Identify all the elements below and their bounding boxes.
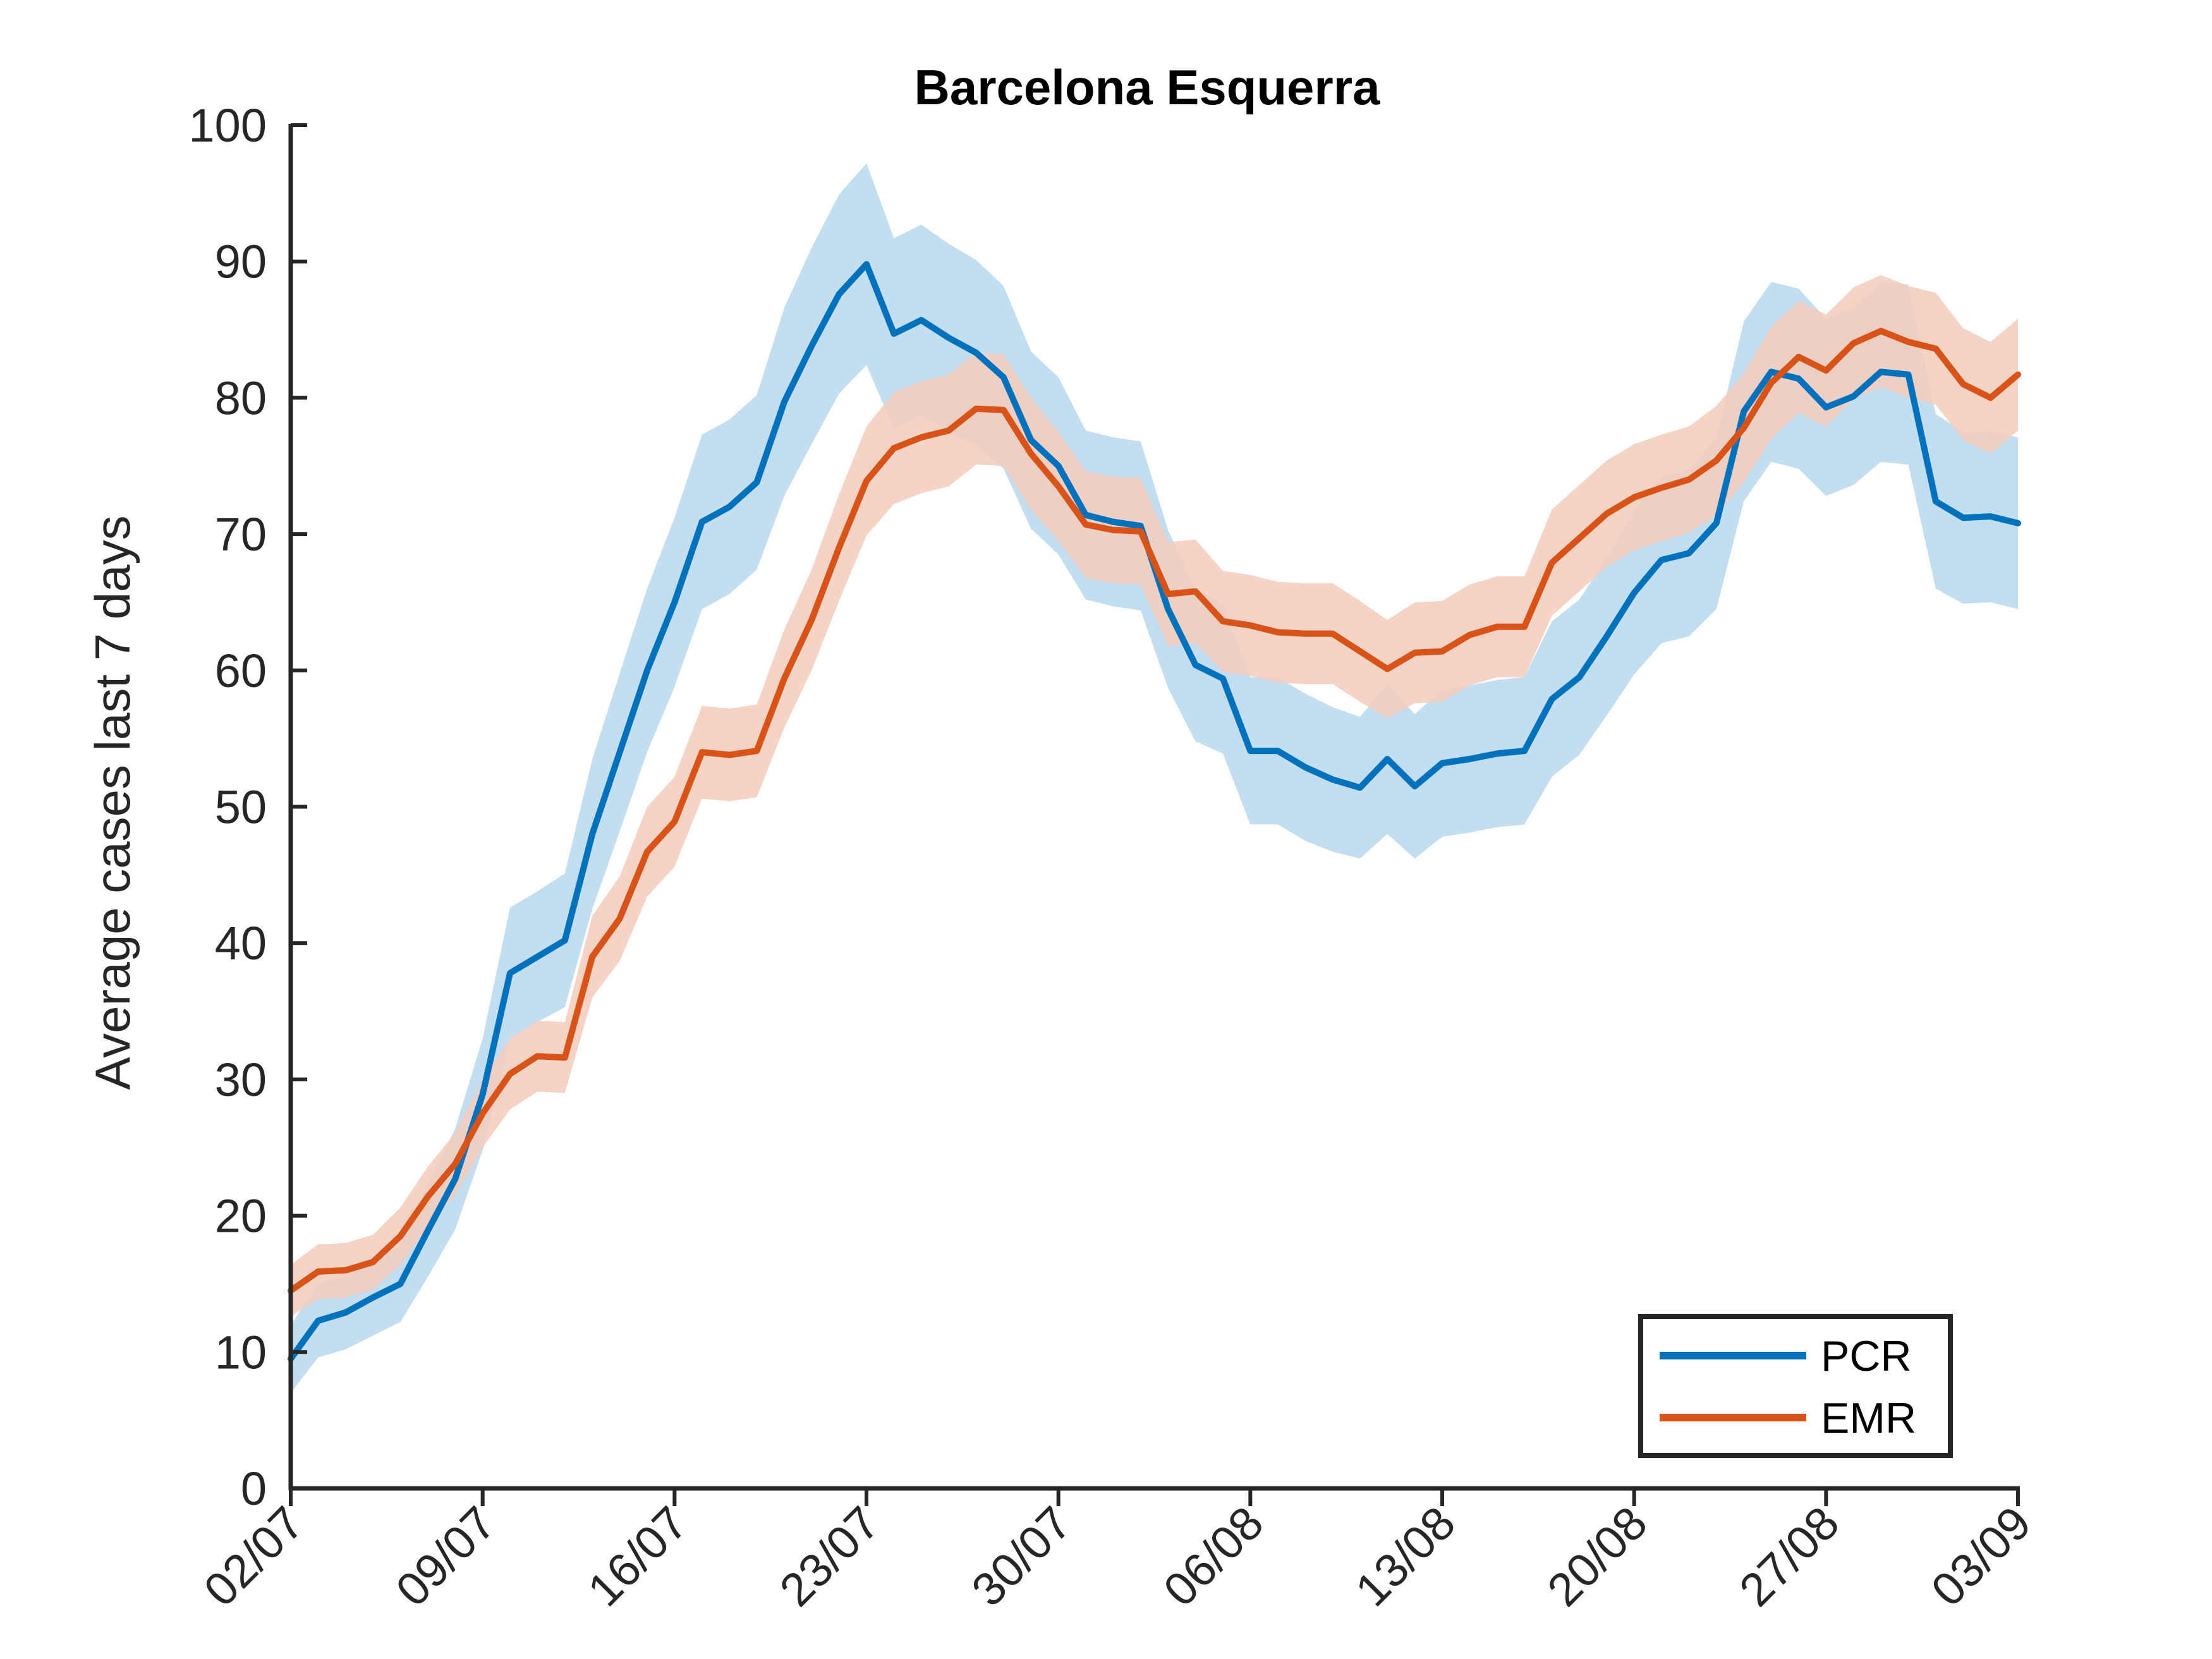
y-tick-label: 50 <box>215 781 267 834</box>
y-tick-label: 10 <box>215 1326 267 1378</box>
chart-title: Barcelona Esquerra <box>914 59 1380 115</box>
y-tick-label: 80 <box>215 372 267 424</box>
y-tick-label: 70 <box>215 508 267 561</box>
x-tick-label: 16/07 <box>578 1497 698 1617</box>
x-tick-label: 13/08 <box>1346 1497 1466 1617</box>
y-tick-label: 30 <box>215 1054 267 1106</box>
x-tick-label: 09/07 <box>386 1497 506 1617</box>
legend-label-pcr: PCR <box>1821 1332 1912 1380</box>
legend-label-emr: EMR <box>1821 1394 1916 1442</box>
y-tick-label: 100 <box>189 99 267 152</box>
y-tick-label: 40 <box>215 917 267 969</box>
x-tick-label: 23/07 <box>770 1497 890 1617</box>
confidence-bands <box>291 163 2018 1393</box>
legend-box <box>1638 1314 1953 1458</box>
y-tick-label: 60 <box>215 645 267 697</box>
band-pcr <box>291 163 2018 1393</box>
legend: PCR EMR <box>1638 1314 1953 1458</box>
x-tick-label: 03/09 <box>1921 1497 2041 1617</box>
x-tick-label: 27/08 <box>1729 1497 1849 1617</box>
x-tick-label: 06/08 <box>1153 1497 1273 1617</box>
series-lines <box>288 261 2021 1363</box>
y-tick-label: 20 <box>215 1190 267 1243</box>
series-line-emr <box>288 327 2021 1294</box>
x-tick-label: 20/08 <box>1537 1497 1657 1617</box>
y-tick-label: 90 <box>215 236 267 288</box>
y-tick-label: 0 <box>241 1462 267 1515</box>
x-tick-label: 30/07 <box>961 1497 1081 1617</box>
band-emr <box>291 275 2018 1317</box>
y-axis-label: Average cases last 7 days <box>85 515 140 1090</box>
